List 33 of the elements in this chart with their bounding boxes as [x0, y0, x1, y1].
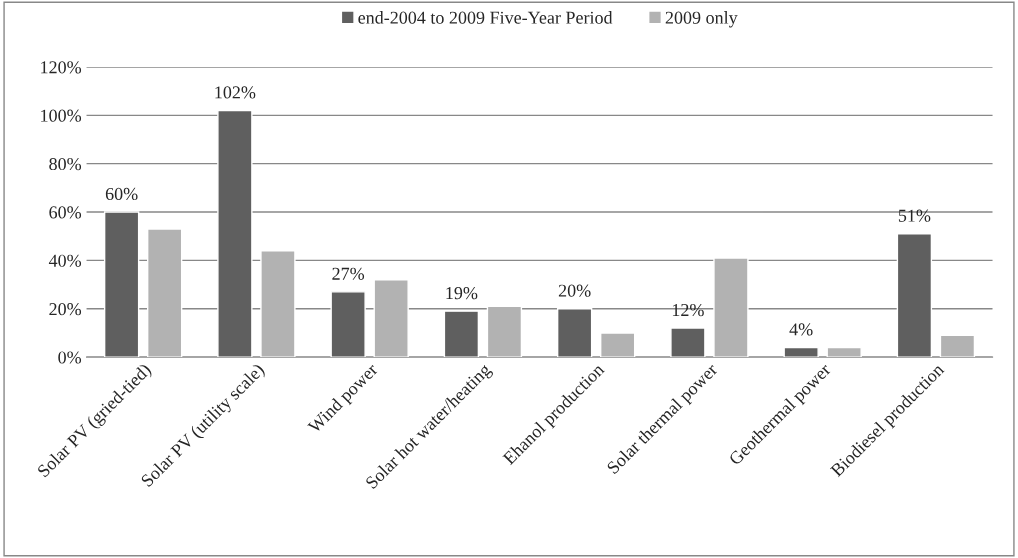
- bar: [939, 334, 976, 358]
- y-tick-label: 0%: [58, 351, 82, 364]
- bar: [217, 109, 253, 358]
- bar: [600, 332, 636, 358]
- data-label: 102%: [215, 86, 256, 99]
- y-tick-label: 100%: [41, 109, 82, 122]
- bar: [373, 279, 409, 358]
- bar: [443, 310, 480, 358]
- data-label: 20%: [558, 284, 591, 297]
- bar: [486, 305, 523, 358]
- data-label: 4%: [789, 323, 813, 336]
- legend-label: 2009 only: [665, 11, 738, 28]
- bar: [783, 346, 819, 358]
- data-label: 51%: [898, 209, 931, 222]
- y-tick-label: 120%: [41, 61, 82, 74]
- bar: [330, 291, 366, 358]
- bar: [896, 233, 933, 358]
- bar: [713, 257, 749, 358]
- bar: [826, 346, 862, 358]
- y-tick-label: 20%: [49, 303, 82, 316]
- bar: [260, 250, 296, 358]
- data-label: 27%: [332, 267, 365, 280]
- y-tick-label: 80%: [49, 157, 82, 171]
- data-label: 12%: [672, 303, 704, 317]
- y-tick-label: 40%: [48, 254, 82, 267]
- y-tick-label: 60%: [49, 206, 82, 219]
- bar: [103, 211, 140, 358]
- bar: [556, 308, 593, 358]
- bar: [670, 327, 706, 358]
- legend-label: end-2004 to 2009 Five-Year Period: [358, 11, 613, 24]
- data-label: 60%: [105, 187, 138, 201]
- bar: [146, 228, 183, 358]
- data-label: 19%: [446, 286, 478, 300]
